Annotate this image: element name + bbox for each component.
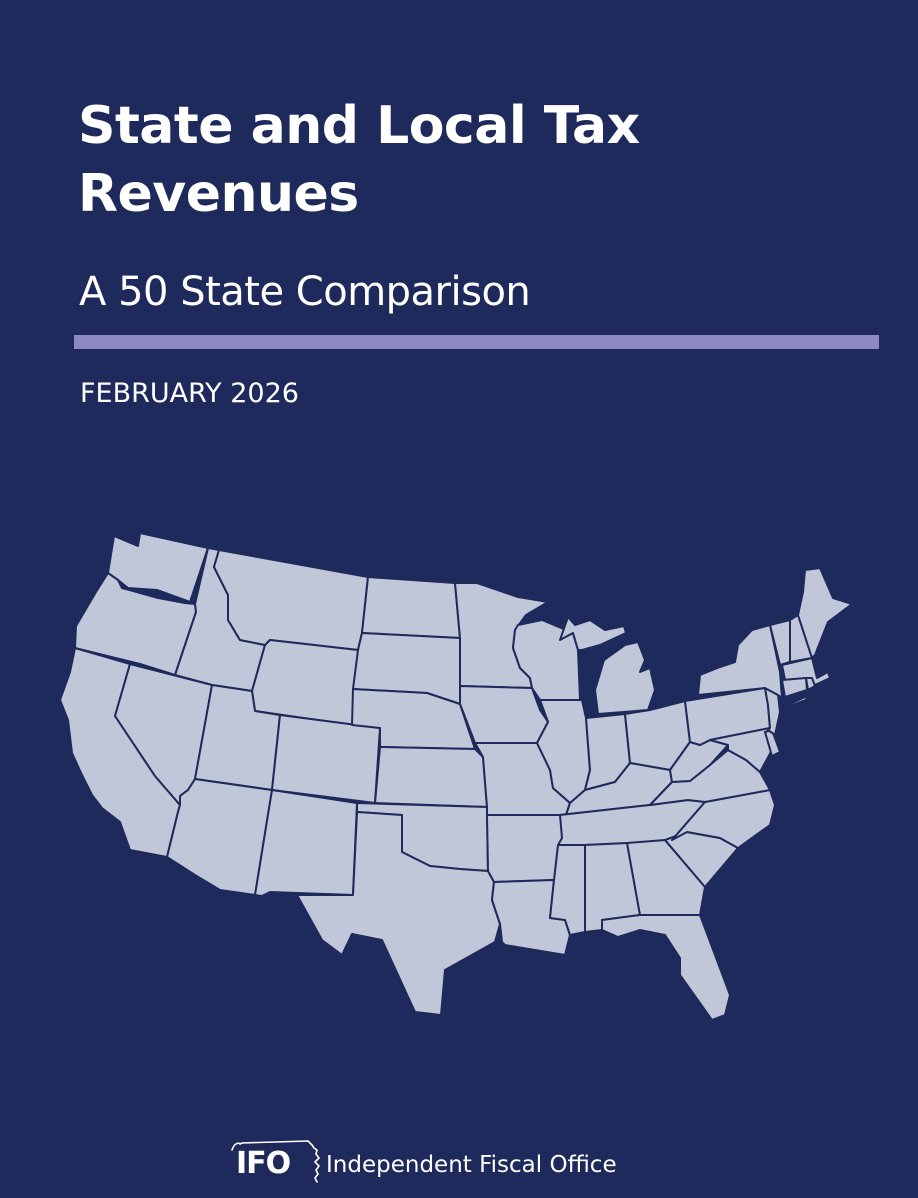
footer-branding: IFO Independent Fiscal Office [228, 1136, 617, 1184]
state-new-jersey [764, 687, 781, 736]
state-michigan-upper [559, 616, 627, 651]
publication-date: FEBRUARY 2026 [80, 378, 299, 409]
state-new-mexico [254, 789, 358, 897]
state-new-york [697, 624, 783, 699]
state-long-island [787, 696, 809, 707]
state-colorado [271, 714, 381, 804]
ifo-logo-text: IFO [236, 1146, 291, 1181]
state-montana [213, 549, 369, 651]
cover-subtitle: A 50 State Comparison [79, 269, 531, 315]
state-maine [797, 567, 853, 659]
state-florida [601, 914, 731, 1021]
state-connecticut [781, 677, 808, 698]
state-georgia [626, 839, 706, 916]
state-north-dakota [361, 576, 461, 639]
cover-title: State and Local Tax Revenues [78, 92, 640, 228]
state-kansas [374, 746, 488, 808]
pennsylvania-outline-icon [231, 1140, 320, 1183]
state-rhode-island [805, 677, 816, 691]
organization-name: Independent Fiscal Office [326, 1152, 617, 1178]
ifo-logo: IFO [228, 1136, 328, 1184]
cover-title-line1: State and Local Tax [78, 96, 640, 156]
state-arizona [166, 778, 273, 896]
state-iowa [459, 685, 549, 744]
cover-title-line2: Revenues [78, 164, 359, 224]
accent-divider [74, 335, 879, 349]
state-michigan-lower [594, 641, 656, 715]
state-texas [296, 811, 501, 1016]
